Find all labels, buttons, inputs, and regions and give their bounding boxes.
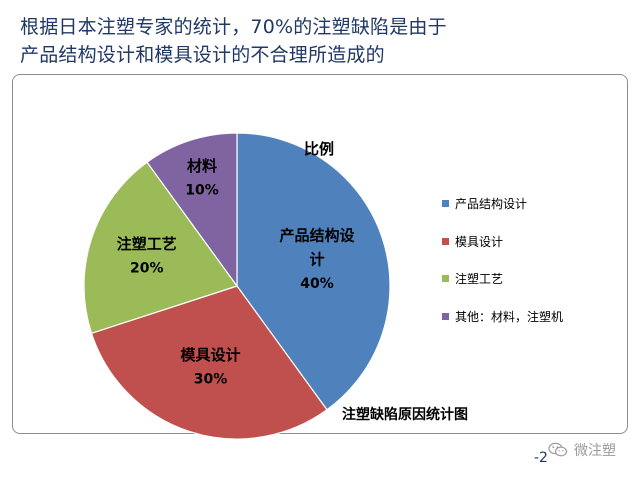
legend-swatch [442, 274, 449, 282]
legend-item-mold-design: 模具设计 [442, 233, 503, 249]
legend-swatch [442, 199, 449, 207]
legend-label: 模具设计 [455, 234, 504, 249]
pie-slice-labels: 产品结构设计 40% 模具设计 30% 注塑工艺 20% 材料 10% [117, 157, 355, 388]
pie-slice-category-label: 产品结构设 [280, 226, 355, 244]
legend-label: 其他：材料，注塑机 [455, 309, 564, 324]
legend-label: 注塑工艺 [455, 271, 504, 286]
legend-item-molding-process: 注塑工艺 [442, 270, 503, 286]
pie-slice-category-label: 注塑工艺 [117, 235, 177, 253]
pie-slice-material [146, 132, 238, 288]
legend-item-product-design: 产品结构设计 [442, 195, 527, 211]
watermark: 微注塑 [548, 440, 616, 460]
legend-item-other: 其他：材料，注塑机 [442, 308, 563, 324]
slide-title-line-2: 产品结构设计和模具设计的不合理所造成的 [20, 44, 385, 66]
pie-slice-mold-design [90, 285, 328, 440]
pie-slice-molding-process [83, 161, 238, 335]
pie-slice-category-label: 计 [310, 250, 325, 268]
chart-caption: 注塑缺陷原因统计图 [342, 407, 468, 423]
pie-slice-percent-label: 30% [194, 371, 228, 387]
pie-slice-percent-label: 20% [130, 261, 164, 277]
slide-title-line-1: 根据日本注塑专家的统计，70%的注塑缺陷是由于 [20, 16, 447, 38]
pie-slice-percent-label: 10% [185, 182, 219, 198]
pie-slice-category-label: 材料 [187, 157, 217, 175]
pie-slice-product-design [236, 132, 391, 411]
legend-swatch [442, 312, 449, 320]
pie-slice-percent-label: 40% [300, 276, 334, 292]
pie-slice-category-label: 模具设计 [181, 346, 241, 364]
chart-series-name: 比例 [304, 140, 335, 158]
page-number: -2 [534, 450, 548, 466]
pie-slices [83, 132, 391, 440]
legend-label: 产品结构设计 [455, 196, 528, 211]
legend-swatch [442, 237, 449, 245]
wechat-icon [548, 442, 568, 457]
watermark-text: 微注塑 [574, 443, 616, 459]
